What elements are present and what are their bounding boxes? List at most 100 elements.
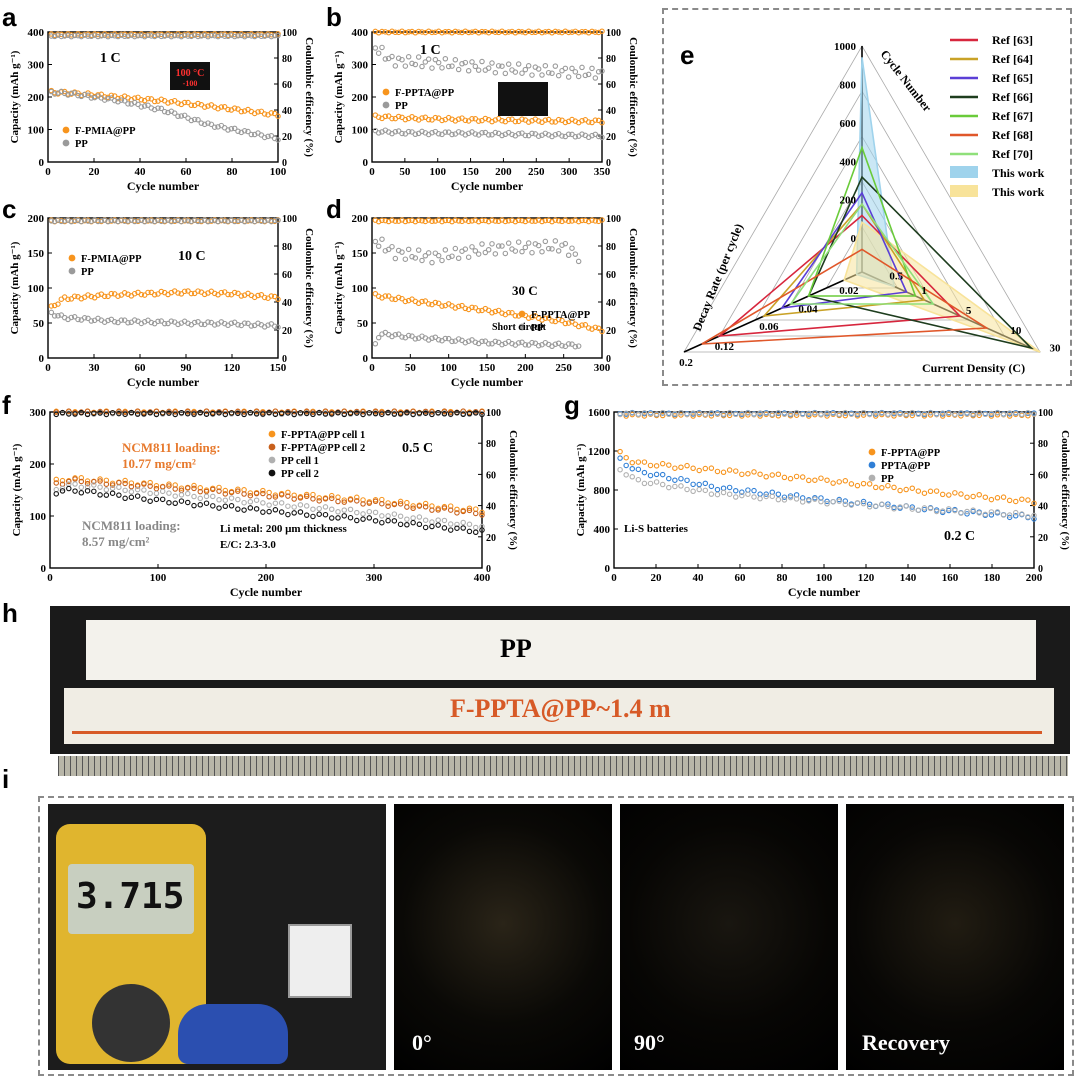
radar-series <box>701 248 990 345</box>
ce-point-b <box>445 63 452 70</box>
ce-point-d <box>545 217 552 224</box>
ce-point-g <box>641 413 648 419</box>
capacity-point-a <box>111 97 118 104</box>
capacity-point-c <box>218 289 225 296</box>
capacity-point-a <box>268 132 275 139</box>
capacity-point-a <box>145 102 151 109</box>
capacity-point-f <box>128 494 135 501</box>
ce-point-d <box>469 218 475 224</box>
x-tick-label-g: 140 <box>900 572 917 584</box>
capacity-point-g <box>879 484 885 491</box>
capacity-point-c <box>81 315 88 321</box>
capacity-point-f <box>410 503 416 509</box>
ce-point-d <box>579 217 585 224</box>
ce-point-c <box>68 218 75 225</box>
radar-cycle-tick: 1000 <box>834 41 857 53</box>
y-axis-label-f: Capacity (mAh g⁻¹) <box>11 443 23 536</box>
legend-marker-d <box>518 310 526 318</box>
ce-point-g <box>842 412 849 419</box>
y-tick-label-a: 200 <box>28 92 45 104</box>
capacity-point-d <box>472 339 479 345</box>
capacity-point-d <box>529 314 535 320</box>
ce-point-a <box>105 32 111 38</box>
capacity-point-g <box>787 494 794 501</box>
capacity-point-c <box>235 290 241 297</box>
x-axis-label-a: Cycle number <box>127 179 200 193</box>
capacity-point-f <box>397 521 404 528</box>
ce-point-f <box>385 409 391 416</box>
ce-point-f <box>191 411 197 417</box>
capacity-point-d <box>459 302 465 309</box>
capacity-point-g <box>818 495 824 501</box>
capacity-point-g <box>848 481 855 487</box>
chart-d: 0 50 100 150 200 250 3000501001502000204060801… <box>333 213 639 389</box>
capacity-point-g <box>757 495 763 502</box>
radar-current-tick: 1 <box>921 285 927 297</box>
capacity-point-f <box>184 499 191 506</box>
capacity-point-d <box>572 343 579 350</box>
ce-point-b <box>582 28 589 35</box>
capacity-point-f <box>235 496 241 503</box>
ce-point-g <box>739 410 745 417</box>
capacity-point-a <box>121 98 128 104</box>
ce-point-d <box>372 238 379 245</box>
x-tick-label-d: 50 <box>405 362 417 374</box>
y-tick-label-g: 1200 <box>588 446 611 458</box>
ce-point-a <box>231 33 238 40</box>
capacity-point-f <box>66 485 72 492</box>
capacity-point-f <box>184 485 191 491</box>
capacity-point-c <box>131 317 138 323</box>
capacity-point-f <box>210 493 216 500</box>
capacity-point-d <box>549 318 555 324</box>
radar-series <box>789 202 935 305</box>
ce-point-c <box>208 217 215 224</box>
capacity-point-g <box>909 506 916 512</box>
capacity-point-f <box>372 518 379 524</box>
ce-point-d <box>575 218 582 225</box>
ce-point-g <box>678 410 684 416</box>
x-axis-label-b: Cycle number <box>451 179 524 193</box>
ce-point-f <box>272 408 279 414</box>
ce-point-a <box>131 33 138 40</box>
capacity-point-f <box>347 514 354 521</box>
ce-point-g <box>799 411 806 418</box>
capacity-point-c <box>191 319 198 326</box>
capacity-point-d <box>399 295 405 302</box>
capacity-point-f <box>366 515 373 521</box>
capacity-point-f <box>341 499 348 505</box>
y2-tick-label-f: 60 <box>486 470 496 481</box>
ce-point-b <box>445 28 452 35</box>
y-tick-label-g: 1600 <box>588 407 611 419</box>
capacity-point-g <box>720 489 727 496</box>
x-tick-label-b: 350 <box>594 166 611 178</box>
y2-tick-label-a: 80 <box>282 54 292 65</box>
capacity-point-d <box>419 298 425 305</box>
ce-point-f <box>159 410 166 416</box>
capacity-point-a <box>201 121 208 128</box>
capacity-point-f <box>316 498 322 504</box>
ce-point-g <box>909 409 916 416</box>
capacity-point-g <box>726 484 733 491</box>
radar-legend-label: This work <box>992 185 1045 199</box>
capacity-point-f <box>328 506 335 513</box>
ce-point-d <box>575 258 582 265</box>
capacity-point-f <box>122 495 128 502</box>
capacity-point-f <box>147 490 153 497</box>
ce-point-f <box>222 408 229 415</box>
capacity-point-g <box>1025 514 1031 520</box>
y-tick-label-f: 300 <box>30 407 47 419</box>
capacity-point-f <box>78 475 85 481</box>
capacity-point-b <box>549 119 555 125</box>
capacity-point-f <box>97 476 103 482</box>
ce-point-a <box>205 33 211 40</box>
capacity-point-d <box>402 298 409 305</box>
y2-tick-label-c: 80 <box>282 242 292 253</box>
ce-point-f <box>134 411 141 417</box>
capacity-point-g <box>666 462 672 468</box>
capacity-point-f <box>134 483 141 489</box>
ce-point-d <box>479 217 485 224</box>
capacity-point-g <box>653 463 660 469</box>
capacity-point-b <box>442 129 449 135</box>
ce-point-g <box>824 413 830 419</box>
capacity-point-c <box>225 291 231 298</box>
